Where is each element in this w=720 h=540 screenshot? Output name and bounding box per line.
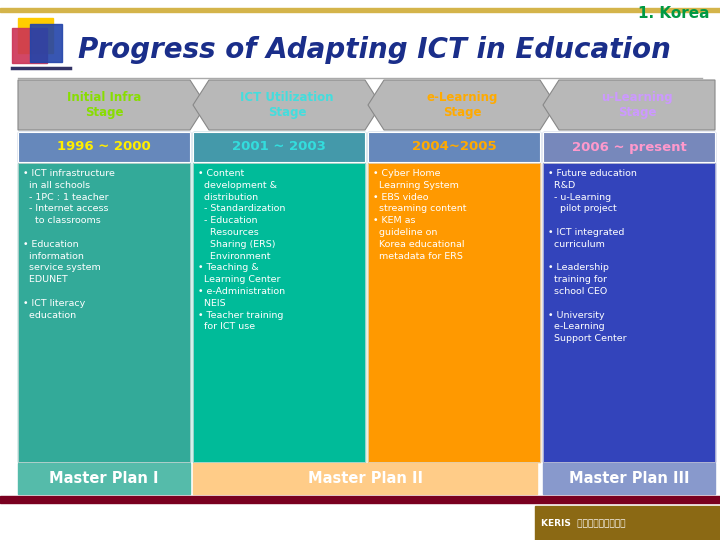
Bar bbox=[543, 163, 715, 462]
Text: Progress of Adapting ICT in Education: Progress of Adapting ICT in Education bbox=[78, 36, 671, 64]
Text: e-Learning
Stage: e-Learning Stage bbox=[426, 91, 498, 119]
Bar bbox=[18, 163, 190, 462]
Bar bbox=[18, 132, 190, 162]
Text: ICT Utilization
Stage: ICT Utilization Stage bbox=[240, 91, 334, 119]
Text: • ICT infrastructure
  in all schools
  - 1PC : 1 teacher
  - Internet access
  : • ICT infrastructure in all schools - 1P… bbox=[23, 169, 115, 320]
Bar bbox=[18, 163, 190, 462]
Bar bbox=[543, 163, 715, 462]
Polygon shape bbox=[543, 80, 715, 130]
Bar bbox=[0, 496, 720, 503]
Bar bbox=[368, 132, 540, 162]
Text: Master Plan III: Master Plan III bbox=[569, 471, 689, 486]
Text: u-Learning
Stage: u-Learning Stage bbox=[601, 91, 672, 119]
Bar bbox=[18, 463, 190, 494]
Bar bbox=[543, 463, 715, 494]
Bar bbox=[368, 163, 540, 462]
Text: • Future education
  R&D
  - u-Learning
    pilot project

• ICT integrated
  cu: • Future education R&D - u-Learning pilo… bbox=[548, 169, 637, 343]
Bar bbox=[18, 132, 190, 162]
Text: Master Plan II: Master Plan II bbox=[307, 471, 423, 486]
Bar bbox=[543, 132, 715, 162]
Bar bbox=[535, 506, 720, 540]
Polygon shape bbox=[368, 80, 556, 130]
Polygon shape bbox=[193, 80, 381, 130]
Bar bbox=[193, 163, 365, 462]
Text: Initial Infra
Stage: Initial Infra Stage bbox=[67, 91, 141, 119]
Text: • Content
  development &
  distribution
  - Standardization
  - Education
    R: • Content development & distribution - S… bbox=[198, 169, 285, 332]
Bar bbox=[193, 463, 537, 494]
Text: 1. Korea: 1. Korea bbox=[639, 6, 710, 22]
Bar bbox=[0, 8, 720, 12]
Bar bbox=[12, 28, 47, 63]
Text: • Cyber Home
  Learning System
• EBS video
  streaming content
• KEM as
  guidel: • Cyber Home Learning System • EBS video… bbox=[373, 169, 467, 261]
Bar bbox=[543, 132, 715, 162]
Polygon shape bbox=[18, 80, 206, 130]
Bar bbox=[193, 163, 365, 462]
Text: 2004~2005: 2004~2005 bbox=[412, 140, 496, 153]
Text: KERIS  한국교육학술정보원: KERIS 한국교육학술정보원 bbox=[541, 518, 626, 528]
Text: Master Plan I: Master Plan I bbox=[49, 471, 158, 486]
Bar bbox=[193, 132, 365, 162]
Bar bbox=[18, 18, 53, 53]
Text: 2001 ~ 2003: 2001 ~ 2003 bbox=[232, 140, 326, 153]
Bar bbox=[368, 132, 540, 162]
Bar bbox=[368, 163, 540, 462]
Text: 2006 ~ present: 2006 ~ present bbox=[572, 140, 686, 153]
Bar bbox=[30, 24, 62, 62]
Text: 1996 ~ 2000: 1996 ~ 2000 bbox=[57, 140, 151, 153]
Bar bbox=[193, 132, 365, 162]
